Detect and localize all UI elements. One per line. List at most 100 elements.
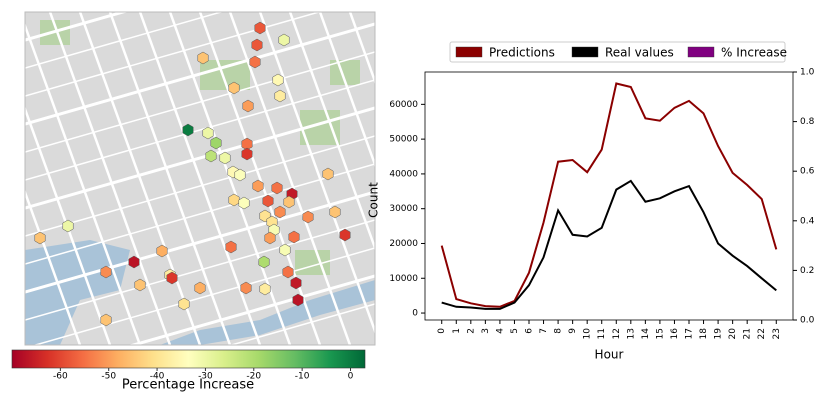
x-tick-label: 0 — [437, 328, 447, 334]
hexagon — [282, 265, 294, 279]
x-tick-label: 7 — [539, 328, 549, 334]
x-tick-label: 6 — [525, 328, 535, 334]
hexagon — [205, 149, 217, 163]
x-tick-label: 11 — [597, 328, 607, 339]
hexagon — [274, 205, 286, 219]
hexagon — [322, 167, 334, 181]
map-frame — [24, 11, 376, 346]
hexagon — [225, 240, 237, 254]
y2-tick-label: 0.0 — [800, 316, 815, 326]
y-tick-label: 50000 — [389, 135, 418, 145]
map — [25, 12, 375, 345]
hexagon — [274, 89, 286, 103]
hexagon — [252, 179, 264, 193]
hexagon — [288, 230, 300, 244]
x-tick-label: 23 — [772, 328, 782, 339]
x-tick-label: 18 — [699, 328, 709, 340]
x-axis-label: Hour — [595, 348, 624, 362]
hexagon — [234, 168, 246, 182]
y-tick-label: 40000 — [389, 169, 418, 179]
colorbar-tick-label: -60 — [53, 372, 68, 382]
colorbar-tick-label: -20 — [246, 372, 261, 382]
hexagon — [178, 297, 190, 311]
hexagon — [134, 278, 146, 292]
hexagon — [254, 21, 266, 35]
y2-tick-label: 0.8 — [800, 117, 815, 127]
hexagon — [279, 243, 291, 257]
x-tick-label: 9 — [568, 328, 578, 334]
colorbar-label: Percentage Increase — [122, 378, 254, 393]
hexagon — [241, 147, 253, 161]
legend-label: Predictions — [489, 46, 555, 60]
hexagon — [100, 265, 112, 279]
hexagon — [100, 313, 112, 327]
legend-label: % Increase — [721, 46, 787, 60]
x-tick-label: 20 — [728, 328, 738, 340]
hexagon — [339, 228, 351, 242]
x-tick-label: 16 — [670, 328, 680, 340]
x-tick-label: 15 — [655, 328, 665, 339]
hexagon — [271, 181, 283, 195]
x-tick-label: 2 — [466, 328, 476, 334]
x-tick-label: 5 — [510, 328, 520, 334]
series-line — [440, 82, 778, 308]
x-tick-label: 19 — [714, 328, 724, 340]
y-tick-label: 20000 — [389, 239, 418, 249]
hexagon — [210, 136, 222, 150]
hexagon — [238, 196, 250, 210]
plot-frame — [424, 71, 794, 321]
y2-tick-label: 0.2 — [800, 266, 814, 276]
x-tick-label: 3 — [481, 328, 491, 334]
colorbar — [11, 349, 366, 369]
hexagon — [156, 244, 168, 258]
hexagon — [329, 205, 341, 219]
hexagon — [302, 210, 314, 224]
y2-tick-label: 0.6 — [800, 167, 815, 177]
hexagon — [219, 151, 231, 165]
legend-label: Real values — [605, 46, 674, 60]
colorbar-tick-label: -50 — [101, 372, 116, 382]
hexagon — [290, 276, 302, 290]
colorbar-tick-label: -40 — [150, 372, 165, 382]
x-tick-label: 8 — [554, 328, 564, 334]
hexagon — [249, 55, 261, 69]
x-tick-label: 10 — [583, 328, 593, 340]
hexagon — [262, 194, 274, 208]
y-tick-label: 60000 — [389, 100, 418, 110]
hexagon — [34, 231, 46, 245]
hexagon — [240, 281, 252, 295]
hexagon — [272, 73, 284, 87]
x-tick-label: 1 — [452, 328, 462, 334]
hexagon — [62, 219, 74, 233]
y2-tick-label: 0.4 — [800, 216, 815, 226]
hexagon — [166, 271, 178, 285]
hexagon — [197, 51, 209, 65]
x-tick-label: 21 — [743, 328, 753, 339]
y-axis-label: Count — [367, 182, 381, 218]
x-tick-label: 14 — [641, 328, 651, 340]
y2-tick-label: 1.0 — [800, 68, 815, 78]
hexagon — [264, 231, 276, 245]
legend-swatch — [571, 46, 599, 58]
y-tick-label: 30000 — [389, 204, 418, 214]
hexagon — [194, 281, 206, 295]
hexagon — [202, 126, 214, 140]
hexagon — [242, 99, 254, 113]
hexagon — [228, 81, 240, 95]
hexagon — [283, 195, 295, 209]
legend-swatch — [455, 46, 483, 58]
hexagon — [258, 255, 270, 269]
hexagon — [292, 293, 304, 307]
x-tick-label: 22 — [757, 328, 767, 339]
x-tick-label: 13 — [626, 328, 636, 339]
hexagon — [228, 193, 240, 207]
colorbar-tick-label: -30 — [198, 372, 213, 382]
hexagon — [182, 123, 194, 137]
x-tick-label: 4 — [495, 328, 505, 334]
series-line — [441, 179, 777, 310]
hexagon — [128, 255, 140, 269]
x-tick-label: 17 — [685, 328, 695, 339]
y-tick-label: 10000 — [389, 274, 418, 284]
x-tick-label: 12 — [612, 328, 622, 339]
hexagon — [278, 33, 290, 47]
